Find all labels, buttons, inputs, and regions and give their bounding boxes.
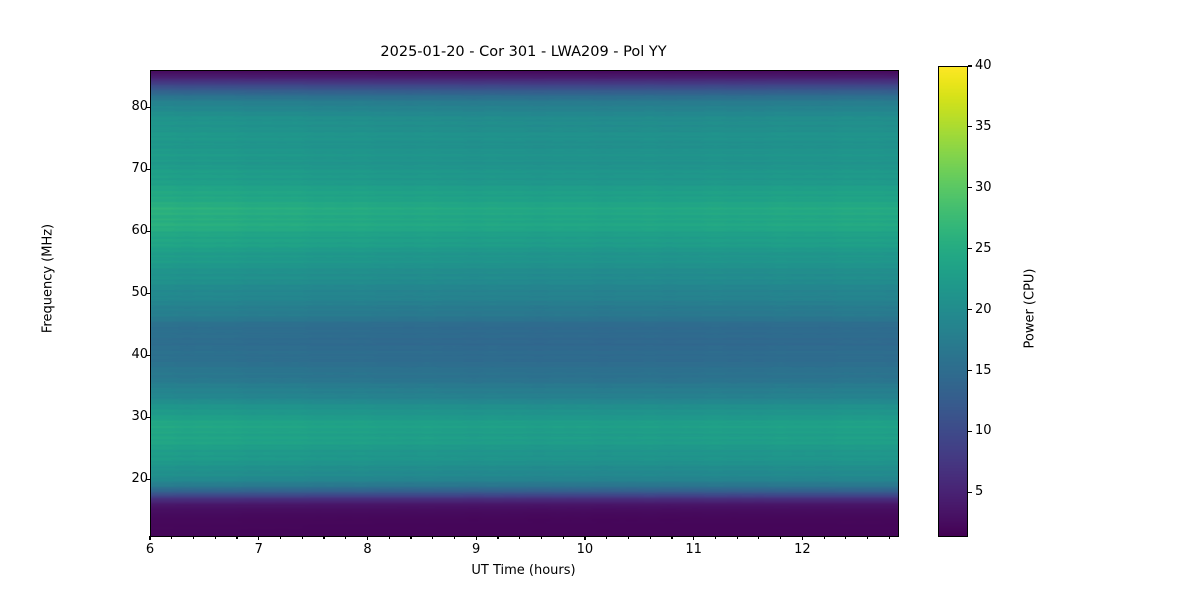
y-tick-label: 80	[131, 99, 148, 115]
x-tick-mark	[258, 536, 260, 540]
x-minor-tick-mark	[432, 536, 434, 539]
colorbar-tick-mark	[968, 491, 972, 493]
x-tick-label: 10	[576, 542, 594, 557]
x-tick-mark	[366, 536, 369, 540]
colorbar-label: Power (CPU)	[1022, 268, 1038, 349]
y-tick-mark	[146, 478, 150, 480]
x-minor-tick-mark	[497, 536, 499, 539]
colorbar-tick-mark	[968, 369, 972, 372]
heatmap-plot-area	[150, 70, 899, 537]
y-tick-label: 40	[131, 347, 148, 363]
y-tick-mark	[146, 292, 150, 294]
x-tick-label: 8	[363, 542, 372, 557]
y-tick-label: 60	[131, 223, 148, 239]
x-tick-mark	[693, 536, 695, 540]
colorbar-tick-mark	[968, 309, 972, 311]
x-tick-mark	[475, 536, 477, 540]
x-minor-tick-mark	[345, 536, 347, 539]
page-title: 2025-01-20 - Cor 301 - LWA209 - Pol YY	[380, 44, 667, 60]
colorbar-tick-label: 15	[975, 362, 992, 378]
x-tick-label: 9	[472, 542, 481, 557]
x-tick-mark	[584, 536, 586, 540]
x-minor-tick-mark	[736, 536, 738, 539]
x-minor-tick-mark	[627, 536, 629, 539]
x-axis-label: UT Time (hours)	[471, 563, 576, 578]
colorbar-tick-mark	[968, 248, 972, 250]
x-minor-tick-mark	[171, 536, 173, 539]
x-tick-label: 11	[685, 542, 702, 557]
colorbar-tick-label: 30	[975, 179, 992, 195]
x-minor-tick-mark	[649, 536, 651, 539]
colorbar-tick-mark	[968, 430, 972, 433]
x-minor-tick-mark	[519, 536, 521, 539]
colorbar-tick-label: 10	[975, 423, 992, 439]
y-tick-mark	[146, 230, 150, 232]
y-tick-label: 20	[131, 471, 148, 487]
x-minor-tick-mark	[714, 536, 716, 539]
x-minor-tick-mark	[671, 536, 673, 539]
y-tick-label: 70	[131, 161, 148, 177]
x-minor-tick-mark	[453, 536, 456, 539]
x-tick-label: 6	[145, 542, 155, 557]
colorbar-tick-label: 40	[975, 58, 992, 73]
y-tick-label: 50	[131, 285, 148, 301]
x-minor-tick-mark	[279, 536, 282, 539]
x-minor-tick-mark	[214, 536, 216, 539]
colorbar-tick-label: 20	[975, 301, 992, 317]
y-tick-label: 30	[131, 409, 148, 425]
x-minor-tick-mark	[192, 536, 195, 539]
colorbar-tick-mark	[968, 187, 972, 189]
x-minor-tick-mark	[845, 536, 847, 539]
y-tick-mark	[146, 106, 150, 108]
x-minor-tick-mark	[236, 536, 238, 539]
x-minor-tick-mark	[780, 536, 782, 539]
x-minor-tick-mark	[410, 536, 412, 539]
x-minor-tick-mark	[301, 536, 303, 539]
x-minor-tick-mark	[323, 536, 325, 539]
colorbar-tick-label: 25	[975, 240, 992, 256]
x-tick-mark	[801, 536, 803, 540]
x-tick-label: 12	[794, 542, 811, 557]
y-tick-mark	[146, 354, 150, 356]
x-minor-tick-mark	[888, 536, 890, 539]
y-tick-mark	[146, 416, 150, 418]
x-minor-tick-mark	[867, 536, 869, 539]
x-tick-mark	[149, 536, 151, 540]
colorbar-tick-label: 35	[975, 118, 992, 134]
x-tick-label: 7	[254, 542, 263, 557]
x-minor-tick-mark	[540, 536, 543, 539]
colorbar-tick-mark	[968, 126, 972, 128]
x-minor-tick-mark	[562, 536, 564, 539]
x-minor-tick-mark	[606, 536, 608, 539]
colorbar-tick-mark	[968, 65, 972, 67]
y-axis-label: Frequency (MHz)	[40, 223, 56, 334]
colorbar-gradient	[939, 67, 967, 536]
colorbar-tick-label: 5	[975, 484, 984, 500]
x-minor-tick-mark	[388, 536, 390, 539]
colorbar	[938, 66, 968, 537]
y-tick-mark	[146, 168, 150, 170]
dynamic-spectrum-heatmap	[151, 71, 898, 536]
x-minor-tick-mark	[758, 536, 760, 539]
x-minor-tick-mark	[823, 536, 825, 539]
